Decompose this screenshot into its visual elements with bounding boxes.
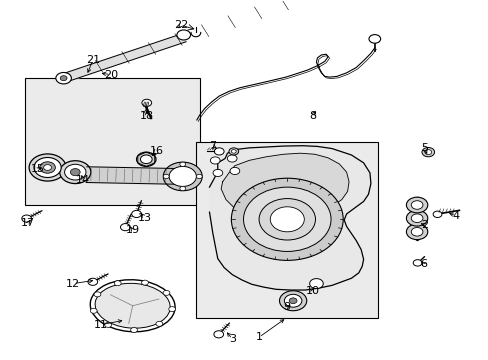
Circle shape [163,174,169,179]
Circle shape [120,224,130,231]
Circle shape [168,307,175,312]
Circle shape [22,215,31,222]
Polygon shape [61,34,186,82]
Circle shape [421,148,434,157]
Circle shape [163,291,169,295]
Text: 7: 7 [209,141,216,151]
Circle shape [56,72,71,84]
Circle shape [406,197,427,213]
Circle shape [60,76,67,81]
Text: 13: 13 [138,212,151,222]
Text: 2: 2 [420,220,427,230]
Circle shape [60,161,91,184]
Text: 20: 20 [103,69,118,80]
Circle shape [169,166,196,186]
Circle shape [406,224,427,240]
Circle shape [214,148,224,155]
Text: 21: 21 [85,55,100,65]
Circle shape [410,214,422,222]
Text: 10: 10 [305,286,319,296]
Text: 3: 3 [228,334,235,344]
Ellipse shape [90,280,175,332]
Circle shape [213,169,223,176]
Circle shape [412,260,421,266]
Circle shape [410,201,422,209]
Circle shape [309,279,323,289]
Circle shape [368,35,380,43]
Circle shape [243,187,330,251]
Circle shape [231,178,343,260]
Text: 11: 11 [94,320,108,330]
Circle shape [142,99,151,107]
Text: 18: 18 [140,111,154,121]
Circle shape [64,164,86,180]
Circle shape [279,291,306,311]
Circle shape [227,155,237,162]
Circle shape [432,211,441,217]
Text: 1: 1 [255,332,262,342]
Circle shape [70,168,80,176]
Polygon shape [86,167,179,184]
Circle shape [94,292,101,297]
Circle shape [410,228,422,236]
Circle shape [228,148,238,155]
Circle shape [131,210,141,217]
Circle shape [130,328,137,333]
Text: 14: 14 [76,175,90,185]
Circle shape [40,162,55,173]
Text: 16: 16 [150,147,163,157]
Text: 8: 8 [308,111,315,121]
Circle shape [424,150,431,155]
Circle shape [104,323,111,327]
Circle shape [136,152,156,166]
Circle shape [288,298,296,303]
Text: 12: 12 [66,279,80,289]
Text: 19: 19 [125,225,140,235]
Circle shape [180,186,185,191]
Circle shape [34,157,61,177]
Circle shape [284,294,301,307]
Bar [25,78,200,205]
Circle shape [88,278,98,285]
Circle shape [114,281,121,286]
Ellipse shape [95,283,170,328]
Circle shape [140,155,152,163]
Circle shape [406,210,427,226]
Polygon shape [209,146,370,290]
Polygon shape [221,153,348,219]
Circle shape [180,162,185,166]
Circle shape [231,150,236,153]
Text: 15: 15 [31,164,45,174]
Circle shape [156,321,163,326]
Circle shape [270,207,304,232]
Circle shape [177,30,190,40]
Text: 4: 4 [451,211,459,221]
Circle shape [213,331,223,338]
Text: 9: 9 [283,302,290,312]
Text: 5: 5 [420,143,427,153]
Circle shape [142,280,148,285]
Circle shape [229,167,239,175]
Bar [196,143,377,318]
Text: 17: 17 [21,218,35,228]
Circle shape [210,157,220,164]
Circle shape [43,165,51,170]
Text: 22: 22 [174,19,188,30]
Text: 6: 6 [419,259,426,269]
Circle shape [259,199,315,240]
Circle shape [196,174,202,179]
Circle shape [163,162,202,191]
Circle shape [90,308,97,313]
Circle shape [29,154,66,181]
